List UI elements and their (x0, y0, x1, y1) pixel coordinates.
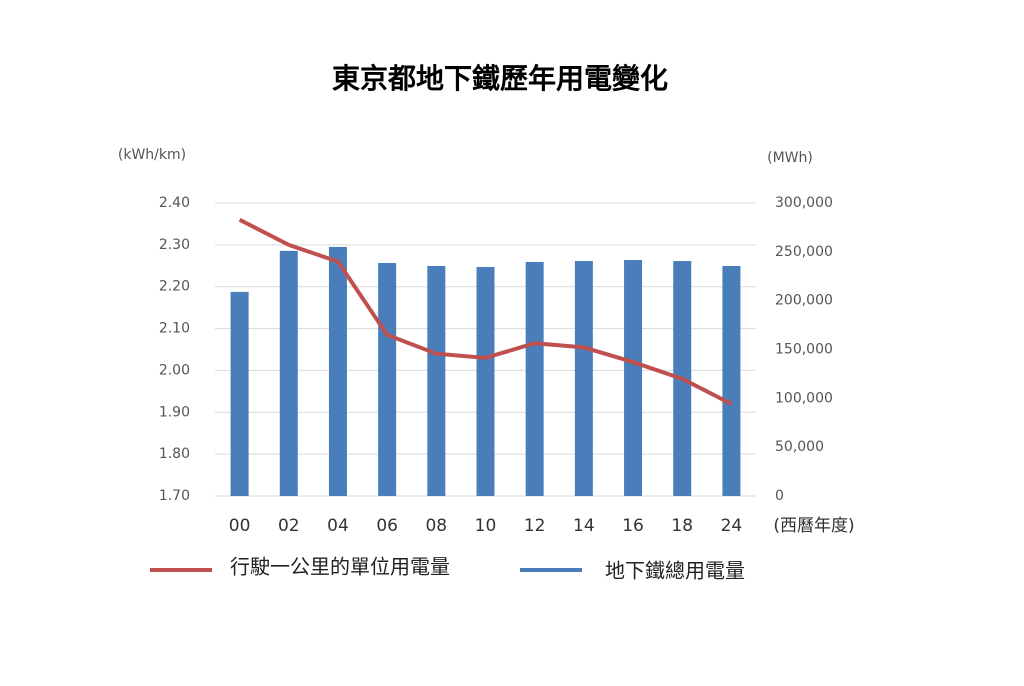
bar (328, 246, 347, 496)
bar (722, 265, 741, 496)
bar (476, 266, 495, 496)
bar (427, 265, 446, 496)
y-tick-label: 2.30 (159, 237, 190, 253)
bar (525, 261, 544, 496)
bar (378, 262, 397, 496)
legend-label: 地下鐵總用電量 (605, 559, 745, 583)
chart-title: 東京都地下鐵歷年用電變化 (332, 62, 668, 95)
y-tick-label: 1.70 (159, 488, 190, 504)
y-tick-label: 1.80 (159, 446, 190, 462)
x-tick-label: 08 (425, 516, 447, 536)
bar (574, 261, 593, 496)
x-tick-label: 16 (622, 516, 644, 536)
y2-axis-label: (MWh) (767, 150, 813, 166)
legend-label: 行駛一公里的單位用電量 (230, 555, 450, 579)
x-tick-label: 00 (229, 516, 251, 536)
y2-tick-label: 150,000 (775, 342, 833, 358)
bar (230, 291, 249, 496)
x-tick-label: 02 (278, 516, 300, 536)
x-axis-label: (西曆年度) (773, 516, 854, 536)
bar (624, 260, 643, 496)
y2-tick-label: 50,000 (775, 439, 824, 455)
y-tick-label: 2.00 (159, 362, 190, 378)
y2-tick-label: 300,000 (775, 195, 833, 211)
x-tick-label: 14 (573, 516, 595, 536)
x-tick-label: 04 (327, 516, 349, 536)
y2-tick-label: 0 (775, 488, 784, 504)
y-tick-label: 2.10 (159, 321, 190, 337)
y2-tick-label: 200,000 (775, 293, 833, 309)
x-tick-label: 18 (671, 516, 693, 536)
line (238, 217, 733, 406)
x-tick-label: 10 (475, 516, 497, 536)
x-tick-label: 24 (721, 516, 743, 536)
x-tick-label: 06 (376, 516, 398, 536)
bar (279, 250, 298, 496)
y2-tick-label: 100,000 (775, 390, 833, 406)
y-tick-label: 2.40 (159, 195, 190, 211)
y-tick-label: 2.20 (159, 279, 190, 295)
y-tick-label: 1.90 (159, 404, 190, 420)
y2-tick-label: 250,000 (775, 244, 833, 260)
y-axis-label: (kWh/km) (118, 147, 186, 163)
x-tick-label: 12 (524, 516, 546, 536)
